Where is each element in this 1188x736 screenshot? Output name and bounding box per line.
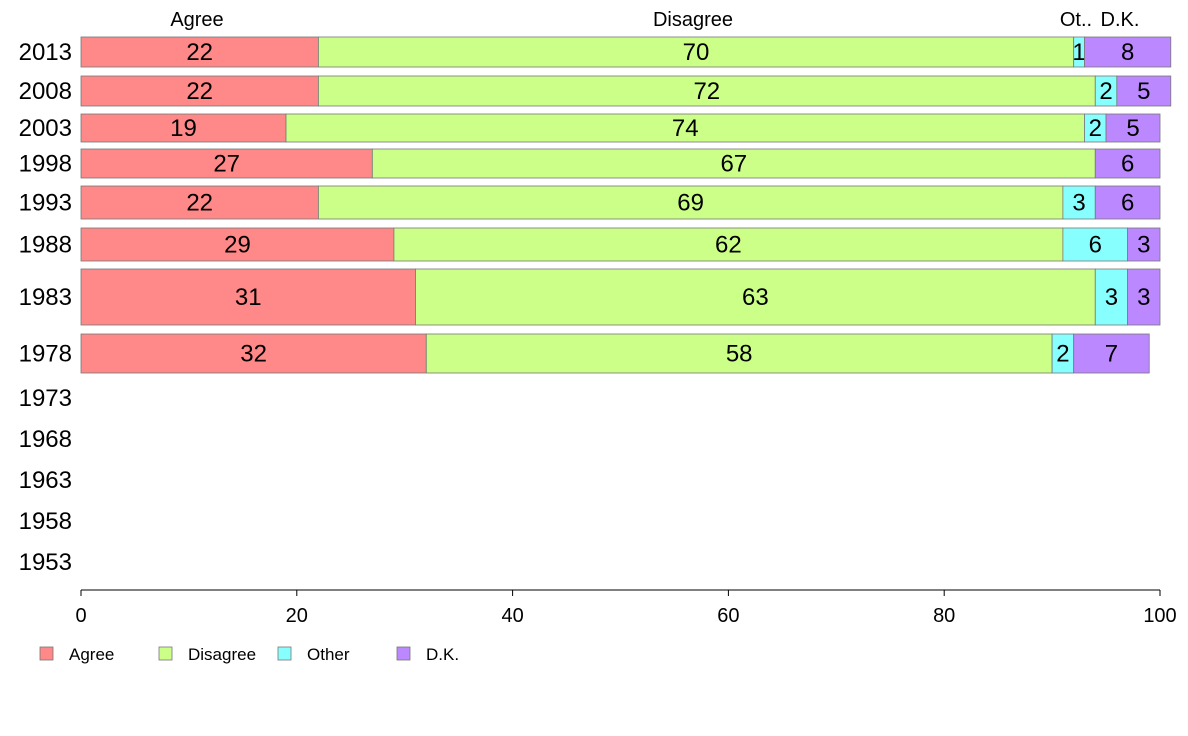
data-label-agree-2013: 22 (186, 39, 213, 66)
bar-d-k-2003 (1105, 113, 1161, 143)
year-label-1953: 1953 (19, 549, 72, 576)
x-axis: 0 20 40 60 80 100 (75, 589, 1177, 627)
data-label-d-k-2008: 5 (1137, 78, 1150, 105)
data-label-agree-1983: 31 (235, 284, 262, 311)
data-label-disagree-1993: 69 (677, 190, 704, 217)
data-label-disagree-1998: 67 (720, 151, 747, 178)
x-tick-label-60: 60 (717, 605, 739, 627)
bar-agree-1978 (80, 333, 427, 374)
data-label-d-k-1998: 6 (1121, 151, 1134, 178)
data-label-d-k-2003: 5 (1126, 115, 1139, 142)
year-label-2013: 2013 (19, 39, 72, 66)
data-label-other-2003: 2 (1089, 115, 1102, 142)
year-label-1973: 1973 (19, 385, 72, 412)
legend-label-disagree: Disagree (188, 645, 256, 664)
data-label-disagree-2003: 74 (672, 115, 699, 142)
x-tick-label-100: 100 (1143, 605, 1176, 627)
legend-swatch-other (277, 646, 292, 661)
bar-d-k-1993 (1094, 185, 1161, 220)
year-label-1993: 1993 (19, 190, 72, 217)
data-label-disagree-2008: 72 (693, 78, 720, 105)
year-label-1978: 1978 (19, 341, 72, 368)
bar-d-k-1998 (1094, 148, 1161, 179)
year-label-2003: 2003 (19, 115, 72, 142)
data-label-d-k-1988: 3 (1137, 232, 1150, 259)
x-tick-label-20: 20 (286, 605, 308, 627)
column-headers: Agree Disagree Ot.. D.K. (170, 9, 1139, 31)
bar-disagree-1998 (371, 148, 1096, 179)
column-header-agree: Agree (170, 9, 223, 31)
bars-area: 22 70 1 822 72 2 519 74 2 527 67 622 69 3 629 62 6 331 63 3… (80, 36, 1172, 374)
bar-agree-1988 (80, 227, 395, 262)
data-label-disagree-1983: 63 (742, 284, 769, 311)
data-label-agree-2003: 19 (170, 115, 197, 142)
bar-disagree-2013 (317, 36, 1075, 68)
year-labels: 2013 2008 2003 1998 1993 1988 1983 1978 1973 1968… (19, 39, 72, 576)
legend-label-other: Other (307, 645, 350, 664)
column-header-disagree: Disagree (653, 9, 733, 31)
data-label-other-1983: 3 (1105, 284, 1118, 311)
year-label-1998: 1998 (19, 151, 72, 178)
data-label-disagree-2013: 70 (683, 39, 710, 66)
data-label-d-k-1978: 7 (1105, 341, 1118, 368)
data-label-agree-1988: 29 (224, 232, 251, 259)
year-label-1958: 1958 (19, 508, 72, 535)
data-label-d-k-1983: 3 (1137, 284, 1150, 311)
bar-disagree-1988 (393, 227, 1064, 262)
legend: Agree Disagree Other D.K. (39, 645, 459, 664)
bar-d-k-1978 (1073, 333, 1150, 374)
bar-d-k-1983 (1127, 268, 1161, 326)
data-label-agree-1993: 22 (186, 190, 213, 217)
data-label-other-1988: 6 (1089, 232, 1102, 259)
data-label-d-k-2013: 8 (1121, 39, 1134, 66)
data-label-agree-1998: 27 (213, 151, 240, 178)
bar-disagree-2003 (285, 113, 1085, 143)
year-label-1983: 1983 (19, 284, 72, 311)
bar-agree-1993 (80, 185, 319, 220)
data-label-other-1993: 3 (1072, 190, 1085, 217)
x-tick-label-80: 80 (933, 605, 955, 627)
bar-d-k-2008 (1116, 75, 1172, 107)
bar-disagree-2008 (317, 75, 1096, 107)
year-label-1988: 1988 (19, 232, 72, 259)
bar-agree-1998 (80, 148, 373, 179)
legend-label-agree: Agree (69, 645, 114, 664)
legend-label-d-k: D.K. (426, 645, 459, 664)
bar-agree-2003 (80, 113, 287, 143)
column-header-d-k: D.K. (1101, 9, 1140, 31)
x-tick-label-0: 0 (75, 605, 86, 627)
bar-other-1983 (1094, 268, 1129, 326)
bar-d-k-1988 (1127, 227, 1161, 262)
data-label-agree-1978: 32 (240, 341, 267, 368)
data-label-d-k-1993: 6 (1121, 190, 1134, 217)
year-label-2008: 2008 (19, 78, 72, 105)
x-tick-label-40: 40 (501, 605, 523, 627)
year-label-1963: 1963 (19, 467, 72, 494)
legend-swatch-disagree (158, 646, 173, 661)
legend-swatch-d-k (396, 646, 411, 661)
data-label-other-2013: 1 (1072, 39, 1085, 66)
bar-d-k-2013 (1084, 36, 1172, 68)
bar-disagree-1993 (317, 185, 1064, 220)
year-label-1968: 1968 (19, 426, 72, 453)
legend-swatch-agree (39, 646, 54, 661)
data-label-disagree-1988: 62 (715, 232, 742, 259)
data-label-agree-2008: 22 (186, 78, 213, 105)
bar-other-1993 (1062, 185, 1096, 220)
bar-disagree-1983 (415, 268, 1096, 326)
bar-other-1988 (1062, 227, 1129, 262)
data-label-other-2008: 2 (1099, 78, 1112, 105)
bar-agree-1983 (80, 268, 416, 326)
bar-agree-2013 (80, 36, 319, 68)
data-label-other-1978: 2 (1056, 341, 1069, 368)
data-label-disagree-1978: 58 (726, 341, 753, 368)
column-header-ot: Ot.. (1060, 9, 1092, 31)
